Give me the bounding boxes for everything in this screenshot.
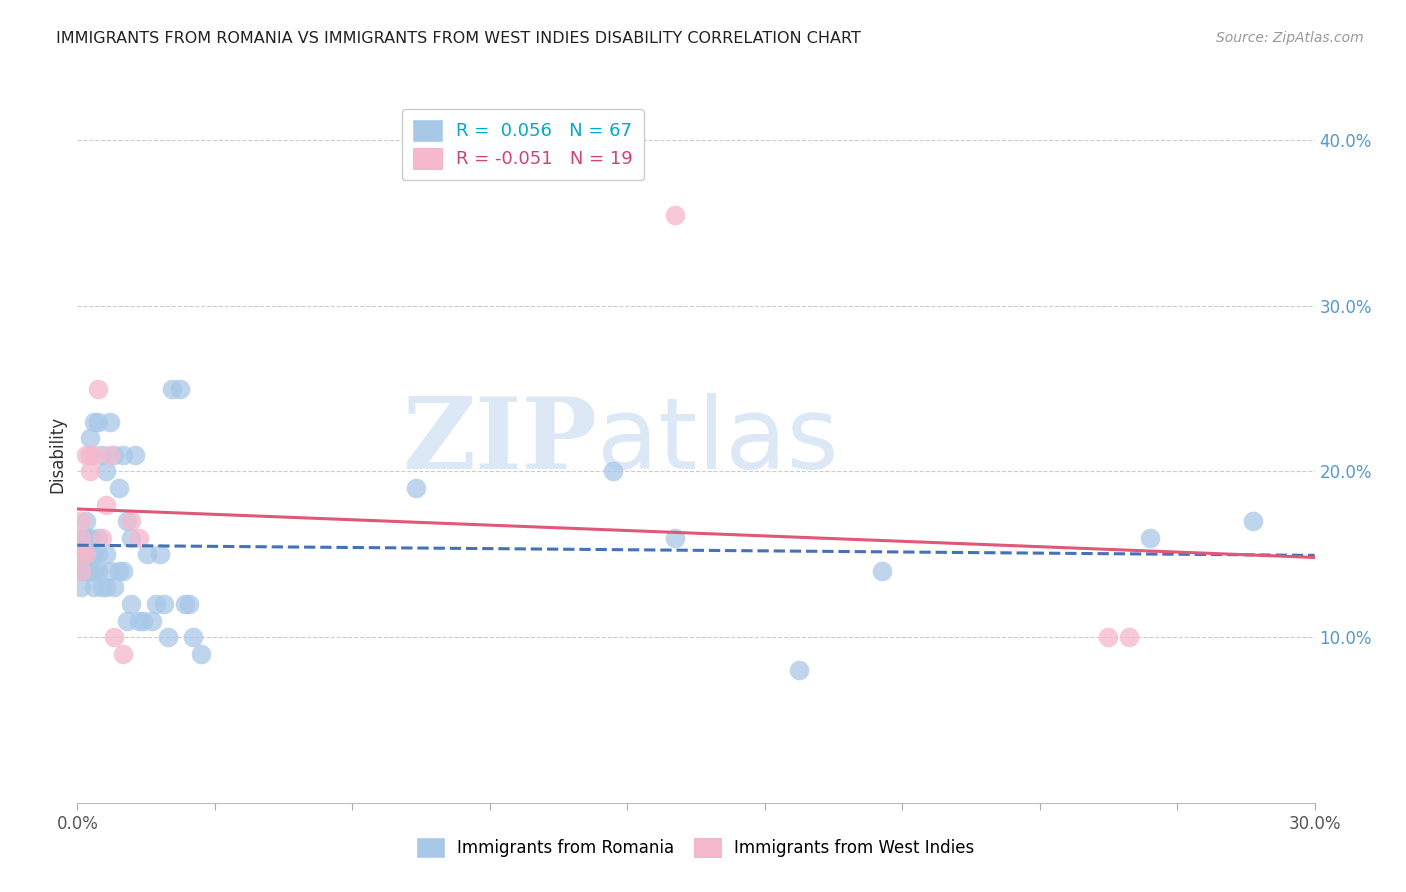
Legend: Immigrants from Romania, Immigrants from West Indies: Immigrants from Romania, Immigrants from… xyxy=(411,831,981,864)
Point xyxy=(124,448,146,462)
Point xyxy=(75,531,97,545)
Point xyxy=(75,448,97,462)
Point xyxy=(120,531,142,545)
Point xyxy=(83,547,105,561)
Point xyxy=(79,547,101,561)
Point xyxy=(96,465,118,479)
Point xyxy=(83,581,105,595)
Y-axis label: Disability: Disability xyxy=(48,417,66,493)
Point xyxy=(87,382,110,396)
Point xyxy=(79,531,101,545)
Point xyxy=(70,564,93,578)
Text: atlas: atlas xyxy=(598,392,838,490)
Point xyxy=(664,531,686,545)
Point xyxy=(160,382,183,396)
Point xyxy=(70,531,93,545)
Point xyxy=(870,564,893,578)
Text: ZIP: ZIP xyxy=(402,392,598,490)
Point xyxy=(1241,514,1264,528)
Point xyxy=(83,448,105,462)
Point xyxy=(153,597,176,611)
Point xyxy=(70,547,93,561)
Point xyxy=(132,614,155,628)
Point xyxy=(115,614,138,628)
Point xyxy=(75,564,97,578)
Point xyxy=(79,448,101,462)
Point xyxy=(111,448,134,462)
Point xyxy=(145,597,167,611)
Point xyxy=(79,465,101,479)
Point xyxy=(83,564,105,578)
Point xyxy=(136,547,159,561)
Point xyxy=(87,564,110,578)
Point xyxy=(96,498,118,512)
Text: IMMIGRANTS FROM ROMANIA VS IMMIGRANTS FROM WEST INDIES DISABILITY CORRELATION CH: IMMIGRANTS FROM ROMANIA VS IMMIGRANTS FR… xyxy=(56,31,860,46)
Point xyxy=(1118,630,1140,644)
Point xyxy=(87,415,110,429)
Point xyxy=(787,663,810,677)
Point xyxy=(128,531,150,545)
Point xyxy=(157,630,180,644)
Point xyxy=(75,564,97,578)
Point xyxy=(98,415,121,429)
Point xyxy=(91,581,114,595)
Point xyxy=(70,531,93,545)
Point xyxy=(83,415,105,429)
Point xyxy=(70,547,93,561)
Point xyxy=(405,481,427,495)
Point xyxy=(91,448,114,462)
Point xyxy=(70,547,93,561)
Point xyxy=(111,647,134,661)
Point xyxy=(1139,531,1161,545)
Point xyxy=(120,597,142,611)
Point xyxy=(120,514,142,528)
Point xyxy=(107,481,129,495)
Point xyxy=(87,531,110,545)
Point xyxy=(91,531,114,545)
Point xyxy=(173,597,195,611)
Point xyxy=(75,531,97,545)
Point xyxy=(149,547,172,561)
Point xyxy=(96,581,118,595)
Point xyxy=(79,564,101,578)
Point xyxy=(181,630,204,644)
Point xyxy=(96,547,118,561)
Text: Source: ZipAtlas.com: Source: ZipAtlas.com xyxy=(1216,31,1364,45)
Point xyxy=(169,382,191,396)
Point xyxy=(75,547,97,561)
Point xyxy=(98,448,121,462)
Point xyxy=(177,597,200,611)
Point xyxy=(75,514,97,528)
Point xyxy=(111,564,134,578)
Point xyxy=(75,547,97,561)
Point xyxy=(115,514,138,528)
Point xyxy=(190,647,212,661)
Point xyxy=(103,630,125,644)
Point xyxy=(128,614,150,628)
Point xyxy=(75,547,97,561)
Point xyxy=(70,564,93,578)
Point xyxy=(602,465,624,479)
Point xyxy=(70,564,93,578)
Point xyxy=(141,614,163,628)
Point xyxy=(107,564,129,578)
Point xyxy=(87,547,110,561)
Point xyxy=(98,564,121,578)
Point xyxy=(70,547,93,561)
Point xyxy=(79,431,101,445)
Point xyxy=(103,581,125,595)
Point xyxy=(70,514,93,528)
Point xyxy=(664,208,686,222)
Point xyxy=(1097,630,1119,644)
Point xyxy=(70,581,93,595)
Point xyxy=(70,531,93,545)
Point xyxy=(79,547,101,561)
Point xyxy=(103,448,125,462)
